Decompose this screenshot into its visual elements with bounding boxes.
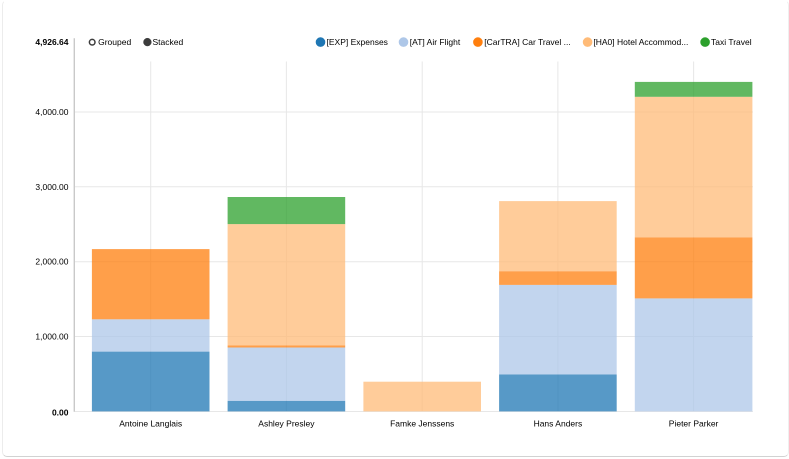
svg-text:Famke Jenssens: Famke Jenssens	[390, 418, 454, 428]
svg-text:Taxi Travel: Taxi Travel	[711, 37, 752, 47]
svg-text:[AT] Air Flight: [AT] Air Flight	[410, 37, 461, 47]
svg-text:[CarTRA] Car Travel ...: [CarTRA] Car Travel ...	[484, 37, 570, 47]
svg-text:4,000.00: 4,000.00	[35, 107, 68, 117]
svg-text:4,926.64: 4,926.64	[35, 37, 68, 47]
svg-text:Hans Anders: Hans Anders	[534, 418, 583, 428]
svg-text:[EXP] Expenses: [EXP] Expenses	[327, 37, 388, 47]
svg-text:Pieter Parker: Pieter Parker	[669, 418, 719, 428]
svg-text:3,000.00: 3,000.00	[35, 182, 68, 192]
svg-text:Grouped: Grouped	[98, 37, 131, 47]
svg-text:Ashley Presley: Ashley Presley	[258, 418, 315, 428]
svg-text:[HA0] Hotel Accommod...: [HA0] Hotel Accommod...	[593, 37, 688, 47]
svg-text:2,000.00: 2,000.00	[35, 257, 68, 267]
svg-text:0.00: 0.00	[52, 408, 69, 418]
svg-text:1,000.00: 1,000.00	[35, 332, 68, 342]
svg-text:Stacked: Stacked	[153, 37, 184, 47]
svg-text:Antoine Langlais: Antoine Langlais	[119, 418, 182, 428]
